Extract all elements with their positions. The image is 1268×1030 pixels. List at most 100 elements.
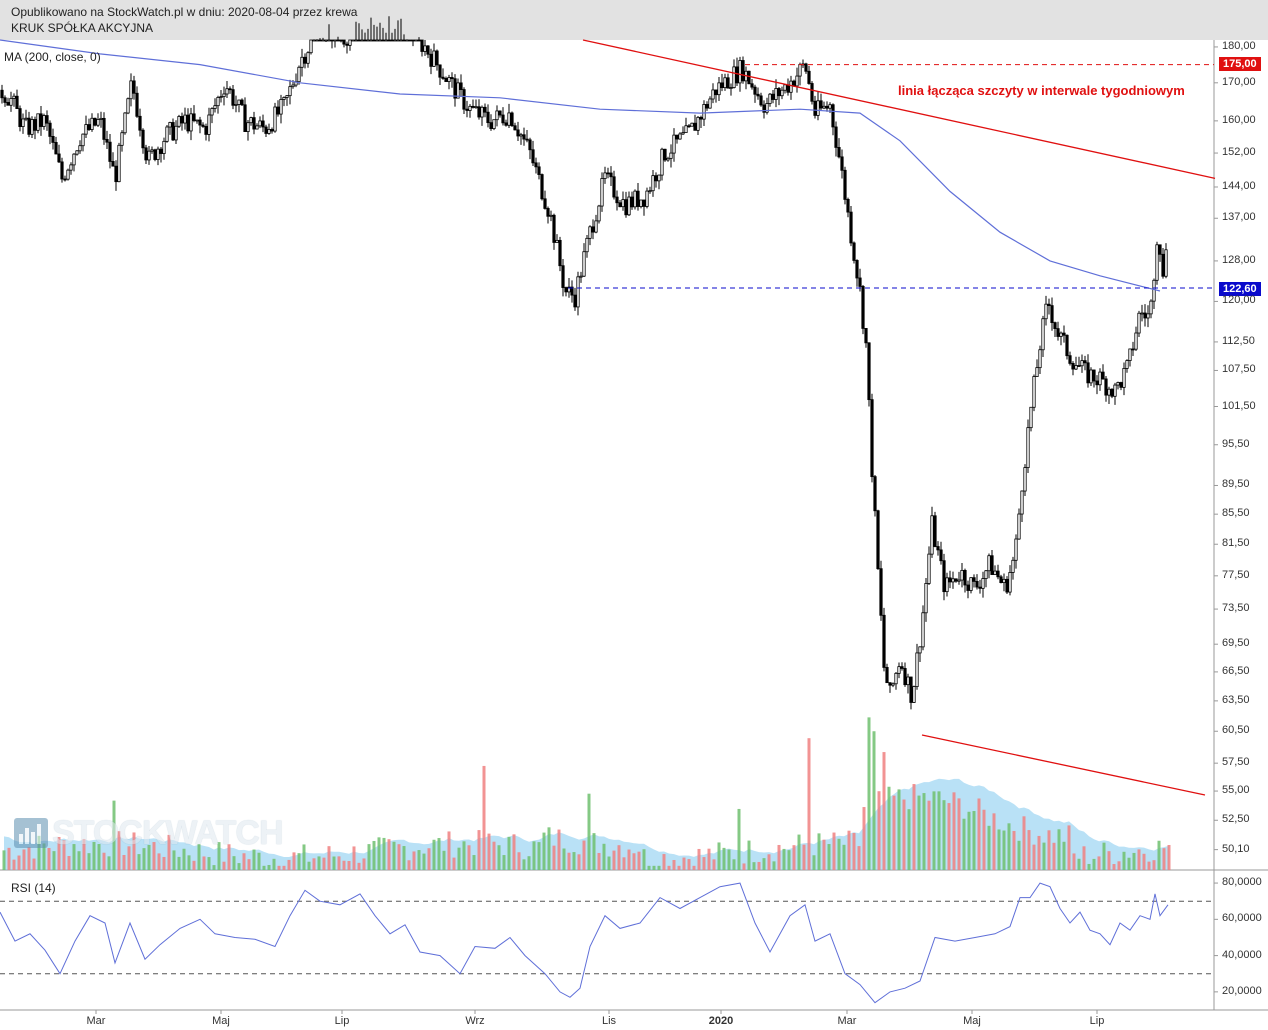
candle-body: [840, 156, 844, 171]
candle-body: [999, 576, 1003, 584]
candle-body: [1128, 348, 1132, 361]
price-tick-label: 50,10: [1222, 842, 1250, 855]
volume-bar: [797, 834, 801, 870]
volume-bar: [757, 861, 761, 870]
volume-bar: [1082, 846, 1086, 870]
volume-bar: [72, 844, 76, 870]
price-tick-label: 57,50: [1222, 756, 1250, 769]
volume-bar: [142, 848, 146, 870]
x-tick-label: Lip: [1089, 1015, 1105, 1027]
candle-body: [987, 555, 991, 572]
candle-body: [501, 114, 505, 124]
stockwatch-watermark: STOCKWATCH: [14, 814, 284, 854]
rsi-tick-label: 20,0000: [1222, 984, 1262, 997]
volume-bar: [292, 852, 296, 870]
candle-body: [753, 86, 757, 95]
candle-body: [54, 142, 58, 155]
resistance-price-box: 175,00: [1219, 57, 1261, 71]
candle-body: [882, 614, 886, 668]
volume-bar: [397, 844, 401, 870]
volume-bar: [972, 811, 976, 870]
candle-body: [330, 39, 334, 42]
candle-body: [453, 78, 457, 99]
volume-bar: [722, 847, 726, 870]
volume-bar: [572, 852, 576, 870]
volume-bar: [647, 865, 651, 870]
volume-bar: [562, 848, 566, 870]
candle-body: [870, 399, 874, 478]
candle-body: [513, 125, 517, 131]
candle-body: [822, 105, 826, 109]
candle-body: [888, 682, 892, 686]
candle-body: [405, 39, 409, 42]
volume-bar: [97, 844, 101, 870]
candle-body: [165, 126, 169, 142]
candle-body: [954, 578, 958, 582]
candle-body: [537, 166, 541, 175]
candle-body: [642, 199, 646, 207]
candle-body: [123, 112, 127, 134]
volume-bar: [507, 836, 511, 870]
candle-body: [81, 133, 85, 147]
candle-body: [1002, 578, 1006, 584]
candle-body: [639, 199, 643, 207]
candle-body: [366, 39, 370, 42]
volume-bar: [422, 853, 426, 870]
candle-body: [447, 77, 451, 82]
volume-bar: [442, 850, 446, 870]
volume-bar: [242, 853, 246, 870]
candle-body: [963, 569, 967, 586]
volume-bar: [812, 855, 816, 870]
candle-body: [24, 117, 28, 120]
candle-body: [186, 114, 190, 132]
candle-body: [573, 294, 577, 308]
volume-bar: [762, 858, 766, 870]
price-tick-label: 128,00: [1222, 253, 1256, 266]
candle-body: [15, 95, 19, 109]
candle-body: [432, 50, 436, 67]
candle-body: [612, 176, 616, 198]
candle-body: [921, 612, 925, 648]
weekly-peaks-trendline: [582, 39, 1216, 179]
volume-bar: [392, 841, 396, 870]
candle-body: [417, 39, 421, 42]
volume-bar: [752, 862, 756, 870]
candle-body: [273, 106, 277, 132]
volume-bar: [147, 844, 151, 870]
candle-body: [1065, 334, 1069, 357]
candle-body: [696, 116, 700, 131]
volume-bar: [307, 861, 311, 870]
volume-bar: [717, 842, 721, 870]
candle-body: [906, 676, 910, 686]
volume-bar: [12, 859, 16, 870]
candle-body: [756, 93, 760, 97]
volume-bar: [637, 851, 641, 870]
volume-bar: [1047, 830, 1051, 870]
candle-body: [1122, 368, 1126, 388]
x-tick-label: Mar: [86, 1015, 106, 1027]
volume-bar: [202, 856, 206, 870]
candle-body: [258, 120, 262, 127]
volume-bar: [247, 859, 251, 870]
candle-body: [174, 125, 178, 141]
volume-bar: [1102, 842, 1106, 870]
volume-bar: [847, 830, 851, 870]
volume-bar: [1042, 842, 1046, 870]
candle-body: [747, 70, 751, 85]
x-tick-label: Maj: [212, 1015, 230, 1027]
candle-body: [267, 129, 271, 134]
volume-bar: [622, 857, 626, 870]
volume-bar: [842, 844, 846, 870]
candle-body: [87, 124, 91, 130]
volume-bar: [1062, 841, 1066, 870]
volume-bar: [892, 795, 896, 870]
volume-bar: [627, 849, 631, 870]
volume-bar: [1132, 852, 1136, 870]
candle-body: [885, 667, 889, 684]
volume-bar: [337, 856, 341, 870]
volume-bar: [237, 863, 241, 870]
volume-bar: [742, 863, 746, 870]
candle-body: [939, 549, 943, 562]
candle-body: [1110, 388, 1114, 397]
